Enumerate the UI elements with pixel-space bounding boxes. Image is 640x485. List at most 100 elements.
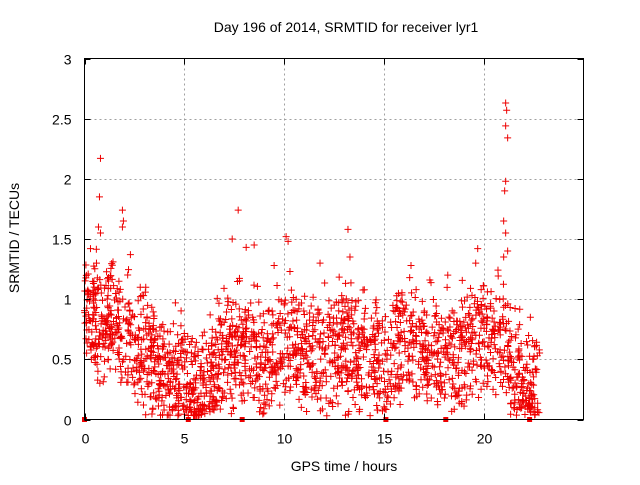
data-point	[293, 316, 301, 324]
data-point	[145, 322, 153, 330]
data-point	[315, 343, 323, 351]
data-point	[447, 341, 455, 349]
data-point	[366, 412, 374, 420]
data-point	[424, 380, 432, 388]
data-point	[451, 343, 459, 351]
data-point	[265, 402, 273, 410]
data-point	[437, 390, 445, 398]
data-point	[409, 378, 417, 386]
data-point	[380, 336, 388, 344]
data-point	[261, 360, 269, 368]
data-point	[212, 340, 220, 348]
data-point	[303, 407, 311, 415]
data-point	[99, 378, 107, 386]
data-point	[422, 329, 430, 337]
data-point	[327, 304, 335, 312]
data-point	[121, 303, 129, 311]
data-point	[339, 308, 347, 316]
data-point	[525, 402, 533, 410]
data-point	[322, 372, 330, 380]
data-point	[518, 352, 526, 360]
data-point	[306, 362, 314, 370]
data-point	[356, 363, 364, 371]
data-point	[354, 371, 362, 379]
data-point	[479, 379, 487, 387]
data-point	[196, 367, 204, 375]
data-point	[156, 370, 164, 378]
data-point	[97, 320, 105, 328]
data-point	[420, 371, 428, 379]
data-point	[240, 337, 248, 345]
data-point	[287, 286, 295, 294]
data-point	[228, 369, 236, 377]
data-point	[469, 323, 477, 331]
data-point	[342, 357, 350, 365]
data-point	[502, 326, 510, 334]
data-point	[464, 310, 472, 318]
data-point	[468, 316, 476, 324]
data-point	[384, 382, 392, 390]
data-point	[97, 281, 105, 289]
data-point	[131, 390, 139, 398]
data-point	[291, 371, 299, 379]
data-point	[284, 362, 292, 370]
data-point	[219, 394, 227, 402]
data-point	[230, 375, 238, 383]
data-point	[507, 376, 515, 384]
data-point	[122, 352, 130, 360]
data-point	[423, 355, 431, 363]
data-point	[306, 309, 314, 317]
data-point	[220, 369, 228, 377]
data-point	[355, 330, 363, 338]
data-point	[331, 356, 339, 364]
data-point	[187, 349, 195, 357]
data-point	[307, 347, 315, 355]
data-point	[507, 410, 515, 418]
data-point	[265, 373, 273, 381]
data-point	[209, 349, 217, 357]
data-point	[102, 321, 110, 329]
data-point	[462, 370, 470, 378]
data-point	[473, 303, 481, 311]
data-point	[360, 315, 368, 323]
data-point	[224, 371, 232, 379]
data-point	[160, 401, 168, 409]
data-point	[298, 328, 306, 336]
data-point	[215, 360, 223, 368]
data-point	[212, 333, 220, 341]
data-point	[179, 405, 187, 413]
data-point	[165, 340, 173, 348]
data-point	[349, 342, 357, 350]
data-point	[460, 318, 468, 326]
data-point	[479, 282, 487, 290]
data-point	[387, 351, 395, 359]
data-point	[114, 306, 122, 314]
data-point	[125, 299, 133, 307]
data-point	[400, 327, 408, 335]
data-point	[137, 385, 145, 393]
data-point	[343, 378, 351, 386]
data-point	[347, 335, 355, 343]
data-point	[354, 355, 362, 363]
data-point	[104, 302, 112, 310]
data-point	[257, 329, 265, 337]
data-point	[393, 383, 401, 391]
data-point	[118, 374, 126, 382]
data-point	[144, 382, 152, 390]
data-point	[114, 322, 122, 330]
data-point	[220, 284, 228, 292]
data-point	[141, 288, 149, 296]
data-point	[126, 251, 134, 259]
data-point	[127, 341, 135, 349]
data-point	[390, 382, 398, 390]
data-point	[109, 331, 117, 339]
data-point	[437, 371, 445, 379]
data-point	[383, 398, 391, 406]
data-point	[408, 311, 416, 319]
data-point	[272, 377, 280, 385]
data-point	[150, 367, 158, 375]
data-point	[82, 335, 90, 343]
data-point	[321, 366, 329, 374]
data-point	[483, 314, 491, 322]
data-point	[100, 373, 108, 381]
